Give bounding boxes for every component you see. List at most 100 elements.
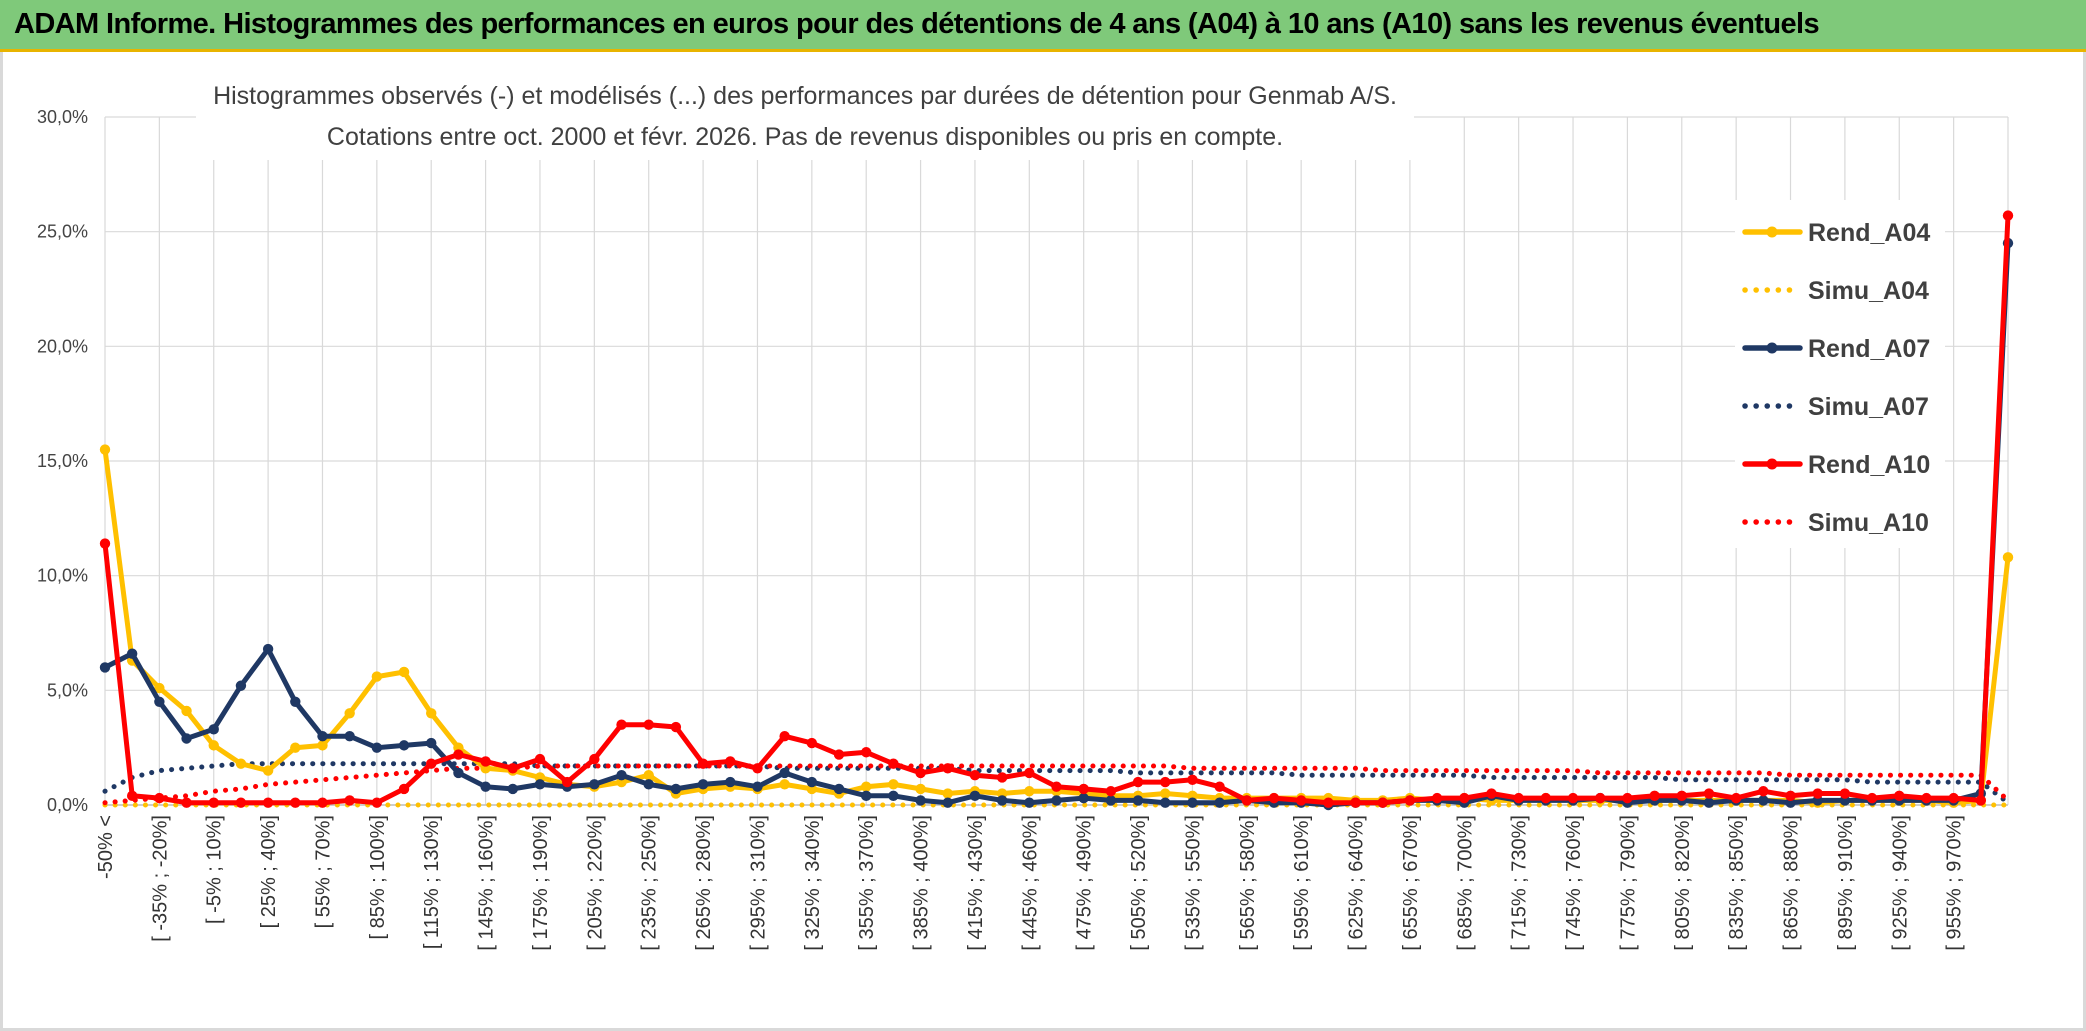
x-tick-label: [ 265% ; 280%] [693, 815, 715, 951]
point-Rend_A10 [1431, 792, 1443, 804]
point-Rend_A10 [1214, 781, 1225, 792]
point-Rend_A07 [670, 783, 682, 795]
point-Rend_A10 [1132, 776, 1144, 788]
point-Rend_A10 [1350, 797, 1361, 808]
point-Rend_A07 [154, 696, 165, 707]
point-Rend_A10 [1567, 792, 1579, 804]
x-tick-label: [ 955% ; 970%] [1944, 815, 1966, 951]
y-tick-label: 20,0% [37, 336, 88, 356]
point-Rend_A10 [1622, 792, 1633, 804]
point-Rend_A10 [290, 797, 301, 808]
point-Rend_A04 [99, 444, 111, 455]
x-tick-label: [ 415% ; 430%] [965, 815, 987, 951]
point-Rend_A10 [398, 783, 410, 795]
point-Rend_A10 [1078, 783, 1089, 795]
point-Rend_A04 [779, 779, 790, 790]
point-Rend_A10 [1295, 795, 1307, 806]
point-Rend_A07 [317, 731, 328, 742]
point-Rend_A07 [1703, 797, 1715, 808]
series-line-Simu_A10 [102, 763, 2011, 806]
point-Rend_A10 [833, 749, 845, 760]
point-Rend_A07 [1187, 797, 1198, 808]
point-Rend_A10 [1758, 786, 1769, 797]
x-tick-label: [ 595% ; 610%] [1291, 815, 1313, 951]
point-Rend_A07 [235, 680, 247, 691]
banner-title: ADAM Informe. Histogrammes des performan… [14, 8, 1820, 40]
x-tick-label: [ 685% ; 700%] [1454, 815, 1476, 951]
x-tick-label: [ 445% ; 460%] [1019, 815, 1041, 951]
chart-frame [0, 52, 2086, 1031]
x-tick-label: [ 205% ; 220%] [584, 815, 606, 951]
point-Rend_A04 [1160, 788, 1171, 799]
point-Rend_A10 [480, 756, 491, 767]
point-Rend_A07 [616, 769, 627, 781]
point-Rend_A07 [915, 795, 926, 806]
point-Rend_A07 [126, 648, 138, 659]
point-Rend_A10 [1459, 792, 1470, 804]
point-Rend_A07 [534, 779, 546, 790]
point-Rend_A04 [942, 788, 953, 799]
point-Rend_A07 [697, 779, 709, 790]
point-Rend_A10 [1486, 788, 1497, 799]
point-Rend_A10 [1513, 792, 1524, 804]
point-Rend_A07 [1758, 795, 1769, 806]
legend-label: Simu_A10 [1808, 509, 1929, 537]
legend-label: Simu_A07 [1808, 393, 1929, 421]
point-Rend_A07 [942, 797, 953, 808]
point-Rend_A10 [2002, 210, 2014, 221]
point-Rend_A07 [643, 779, 654, 790]
series-line-Simu_A07 [102, 761, 2011, 806]
point-Rend_A10 [752, 763, 763, 774]
point-Rend_A10 [317, 797, 328, 808]
point-Rend_A07 [888, 790, 899, 802]
point-Rend_A07 [725, 776, 736, 788]
point-Rend_A07 [181, 733, 192, 744]
x-tick-label: [ 865% ; 880%] [1781, 815, 1803, 951]
x-tick-label: [ 895% ; 910%] [1835, 815, 1857, 951]
point-Rend_A04 [344, 708, 355, 719]
legend-marker [1766, 226, 1778, 238]
x-tick-label: [ 805% ; 820%] [1672, 815, 1694, 951]
x-tick-label: [ 355% ; 370%] [856, 815, 878, 951]
y-tick-label: 10,0% [37, 566, 88, 586]
x-tick-label: [ 235% ; 250%] [639, 815, 661, 951]
series-layer [99, 210, 2014, 811]
y-tick-label: 5,0% [47, 680, 88, 700]
point-Rend_A10 [616, 719, 627, 730]
point-Rend_A07 [344, 731, 355, 742]
point-Rend_A10 [1540, 792, 1552, 804]
point-Rend_A07 [453, 767, 464, 779]
point-Rend_A10 [1404, 795, 1416, 806]
legend-marker [1766, 342, 1778, 354]
series-line-Rend_A04 [102, 447, 2011, 806]
point-Rend_A07 [806, 776, 818, 788]
point-Rend_A10 [1024, 767, 1035, 779]
point-Rend_A10 [969, 769, 981, 781]
point-Rend_A04 [181, 705, 192, 717]
point-Rend_A10 [1160, 776, 1171, 788]
x-tick-label: -50% < [95, 815, 117, 879]
point-Rend_A04 [208, 740, 219, 751]
point-Rend_A04 [915, 783, 926, 795]
point-Rend_A10 [1268, 792, 1280, 804]
point-Rend_A10 [806, 737, 818, 749]
point-Rend_A04 [371, 671, 383, 682]
point-Rend_A10 [208, 797, 219, 808]
point-Rend_A04 [426, 708, 437, 719]
point-Rend_A04 [262, 765, 274, 776]
x-tick-label: [ 85% ; 100%] [367, 815, 389, 940]
point-Rend_A10 [942, 763, 953, 774]
legend-label: Rend_A04 [1808, 219, 1930, 247]
point-Rend_A10 [1241, 795, 1253, 806]
x-tick-label: [ 385% ; 400%] [911, 815, 933, 951]
legend-marker [1766, 458, 1778, 470]
legend-label: Rend_A10 [1808, 451, 1930, 479]
point-Rend_A04 [154, 682, 165, 694]
point-Rend_A04 [861, 781, 872, 792]
point-Rend_A04 [643, 769, 654, 781]
point-Rend_A10 [235, 797, 247, 808]
point-Rend_A10 [126, 790, 138, 802]
point-Rend_A10 [1839, 788, 1851, 799]
point-Rend_A07 [480, 781, 491, 792]
point-Rend_A10 [888, 758, 899, 769]
